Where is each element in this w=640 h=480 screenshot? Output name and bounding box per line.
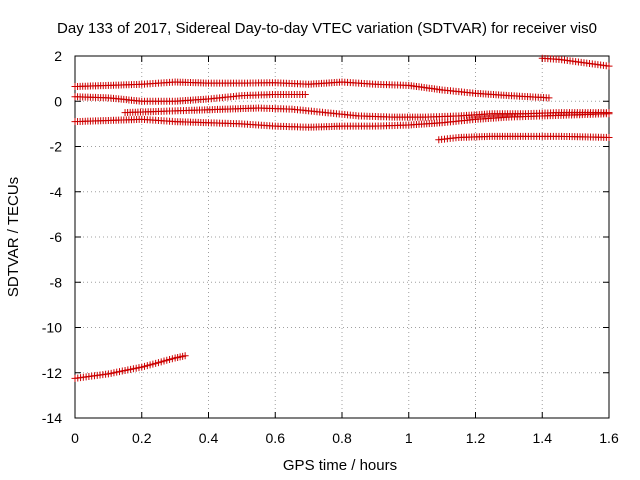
series-arc-6 — [538, 54, 613, 70]
x-tick-labels: 0 0.2 0.4 0.6 0.8 1 1.2 1.4 1.6 — [71, 430, 619, 446]
y-axis-label: SDTVAR / TECUs — [5, 177, 22, 297]
data-marks — [71, 54, 613, 382]
data-point — [605, 110, 613, 118]
x-tick-label: 1.4 — [533, 430, 553, 446]
series-arc-2 — [71, 90, 309, 105]
y-tick-label: -8 — [50, 274, 63, 290]
series-arc-4 — [71, 110, 613, 131]
y-tick-label: -6 — [50, 229, 63, 245]
series-arc-1 — [71, 78, 553, 102]
y-tick-label: 0 — [54, 93, 62, 109]
data-point — [181, 352, 189, 360]
data-point — [605, 62, 613, 70]
series-arc-5 — [435, 132, 613, 144]
y-tick-labels: -14 -12 -10 -8 -6 -4 -2 0 2 — [42, 48, 62, 426]
y-tick-label: -2 — [50, 139, 63, 155]
series-arc-7 — [71, 352, 189, 382]
y-tick-label: -4 — [50, 184, 63, 200]
y-tick-label: -10 — [42, 320, 62, 336]
x-tick-label: 1.2 — [466, 430, 486, 446]
y-tick-label: -14 — [42, 410, 62, 426]
x-tick-label: 0.4 — [199, 430, 219, 446]
series-arc-3 — [121, 104, 613, 121]
data-point — [605, 133, 613, 141]
x-tick-label: 1.6 — [599, 430, 619, 446]
data-point — [545, 94, 553, 102]
plot-frame — [74, 55, 610, 419]
x-tick-label: 0.6 — [266, 430, 286, 446]
y-tick-label: 2 — [54, 48, 62, 64]
y-tick-label: -12 — [42, 365, 62, 381]
x-axis-label: GPS time / hours — [283, 457, 397, 474]
x-tick-label: 0 — [71, 430, 79, 446]
x-tick-label: 0.2 — [132, 430, 152, 446]
chart-title: Day 133 of 2017, Sidereal Day-to-day VTE… — [57, 20, 597, 37]
x-tick-label: 1 — [405, 430, 413, 446]
data-point — [301, 90, 309, 98]
x-tick-label: 0.8 — [332, 430, 352, 446]
